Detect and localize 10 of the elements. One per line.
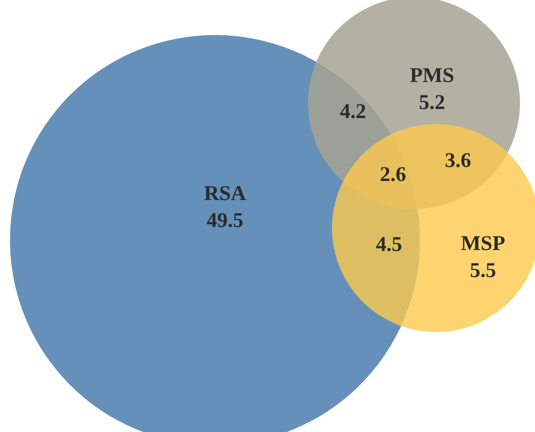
category-label: MSP — [460, 231, 506, 255]
text: 2.6 — [380, 162, 406, 186]
text: 4.2 — [340, 99, 366, 123]
data-label: 5.2 — [418, 90, 446, 114]
category-label: PMS — [410, 63, 454, 87]
text: 3.6 — [444, 148, 472, 172]
data-label: 49.5 — [206, 208, 244, 232]
data-label: 5.5 — [470, 258, 496, 282]
text: 4.5 — [376, 232, 402, 256]
category-label: RSA — [204, 181, 247, 205]
